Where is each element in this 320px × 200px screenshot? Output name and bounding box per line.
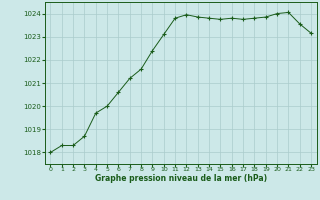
X-axis label: Graphe pression niveau de la mer (hPa): Graphe pression niveau de la mer (hPa) — [95, 174, 267, 183]
